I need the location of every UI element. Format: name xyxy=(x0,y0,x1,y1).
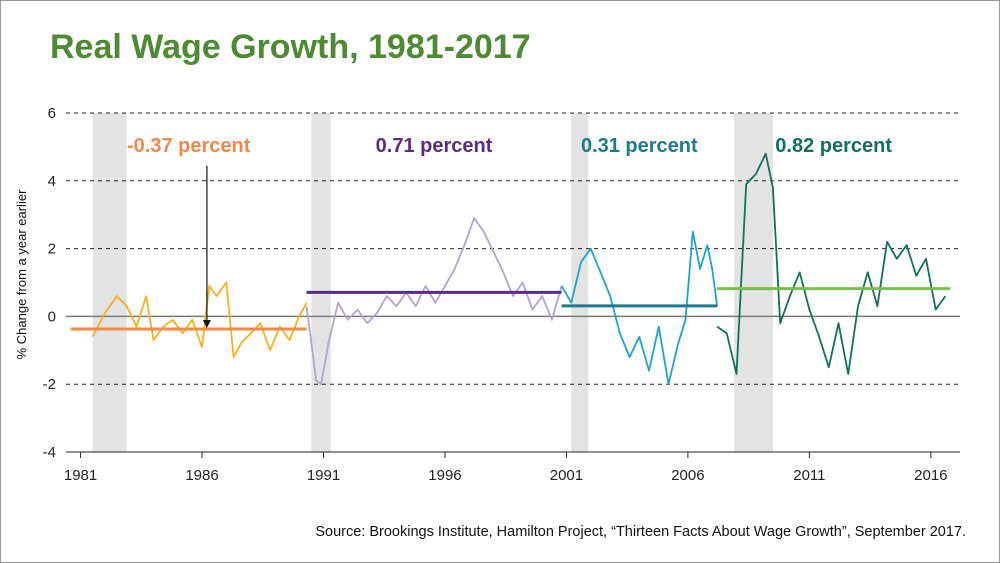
x-tick-label: 1981 xyxy=(64,467,97,484)
source-note: Source: Brookings Institute, Hamilton Pr… xyxy=(315,524,966,540)
annotation-arrow-head xyxy=(202,319,211,328)
y-tick-label: 0 xyxy=(48,308,56,325)
series-line-2 xyxy=(560,230,718,386)
x-tick-label: 2016 xyxy=(914,467,947,484)
x-tick-label: 2006 xyxy=(671,467,704,484)
slide-title: Real Wage Growth, 1981-2017 xyxy=(50,28,531,66)
average-label-3: 0.82 percent xyxy=(775,135,892,157)
y-tick-label: 6 xyxy=(48,105,56,122)
recession-band-2 xyxy=(571,113,589,452)
series-line-3 xyxy=(716,152,947,375)
average-label-2: 0.31 percent xyxy=(581,135,698,157)
line-chart: -4 -2 0 2 4 6 1981 1986 1991 1996 2001 2006 2011 2016… xyxy=(14,105,960,484)
x-tick-label: 1991 xyxy=(307,467,340,484)
average-label-1: 0.71 percent xyxy=(376,135,493,157)
x-tick-label: 1986 xyxy=(185,467,218,484)
y-axis-label: % Change from a year earlier xyxy=(14,189,29,359)
y-tick-label: 4 xyxy=(48,173,56,190)
series-line-0 xyxy=(91,281,308,359)
x-tick-label: 2001 xyxy=(550,467,583,484)
y-tick-label: -4 xyxy=(43,444,56,461)
average-label-0: -0.37 percent xyxy=(127,135,251,157)
x-tick-label: 2011 xyxy=(793,467,825,484)
y-tick-label: -2 xyxy=(43,376,56,393)
y-tick-label: 2 xyxy=(48,241,56,258)
recession-band-0 xyxy=(92,113,127,452)
series-line-1 xyxy=(305,217,563,386)
recession-band-1 xyxy=(311,113,331,452)
x-tick-label: 1996 xyxy=(428,467,461,484)
